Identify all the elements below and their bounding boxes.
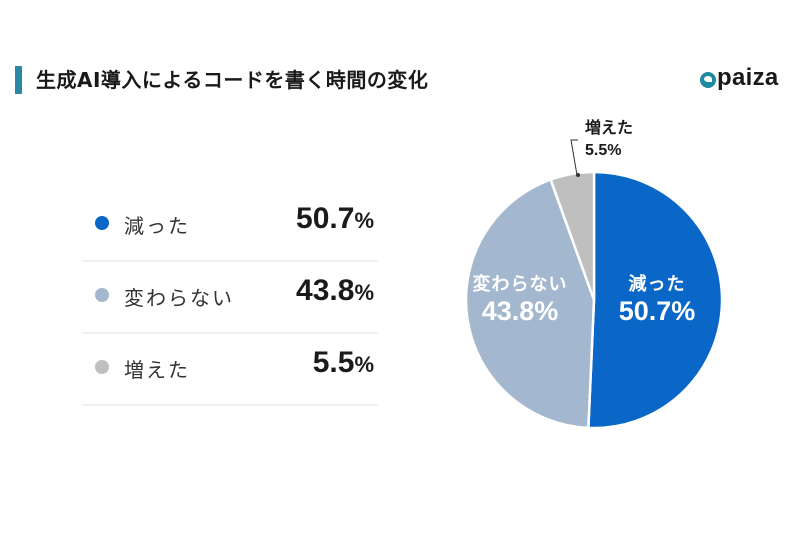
legend-row-unchanged: 変わらない 43.8% [82, 262, 378, 334]
chart-title: 生成AI導入によるコードを書く時間の変化 [36, 68, 429, 92]
title-accent-bar [15, 66, 22, 94]
legend-row-decreased: 減った 50.7% [82, 190, 378, 262]
callout-value: 5.5% [585, 142, 622, 159]
logo-text: paiza [717, 64, 779, 91]
pie-slice-unchanged [464, 177, 596, 430]
legend-value: 50.7% [296, 202, 374, 235]
callout-leader-line [570, 139, 578, 176]
legend-label: 増えた [124, 358, 190, 382]
pie-slice-decreased [587, 170, 724, 430]
slice-label-decreased: 減った 50.7% [612, 270, 702, 327]
legend-row-increased: 増えた 5.5% [82, 334, 378, 406]
slice-label-text: 変わらない [472, 274, 568, 295]
callout-increased: 増えた 5.5% [585, 118, 633, 162]
callout-dot [576, 173, 580, 177]
legend-value: 43.8% [296, 274, 374, 307]
callout-label: 増えた [585, 120, 634, 137]
legend-dot-icon [95, 360, 109, 374]
legend-dot-icon [95, 288, 109, 302]
pie-slice-increased [549, 170, 596, 301]
slice-label-unchanged: 変わらない 43.8% [470, 270, 570, 327]
paiza-logo-icon [700, 72, 716, 88]
slice-label-value: 43.8% [481, 296, 559, 326]
slice-label-text: 減った [628, 274, 686, 295]
paiza-logo: paiza [700, 64, 779, 92]
legend-label: 変わらない [124, 286, 234, 310]
legend-value: 5.5% [312, 346, 374, 379]
legend-label: 減った [124, 214, 190, 238]
legend-dot-icon [95, 216, 109, 230]
legend: 減った 50.7% 変わらない 43.8% 増えた 5.5% [82, 190, 378, 406]
slice-label-value: 50.7% [618, 296, 696, 326]
